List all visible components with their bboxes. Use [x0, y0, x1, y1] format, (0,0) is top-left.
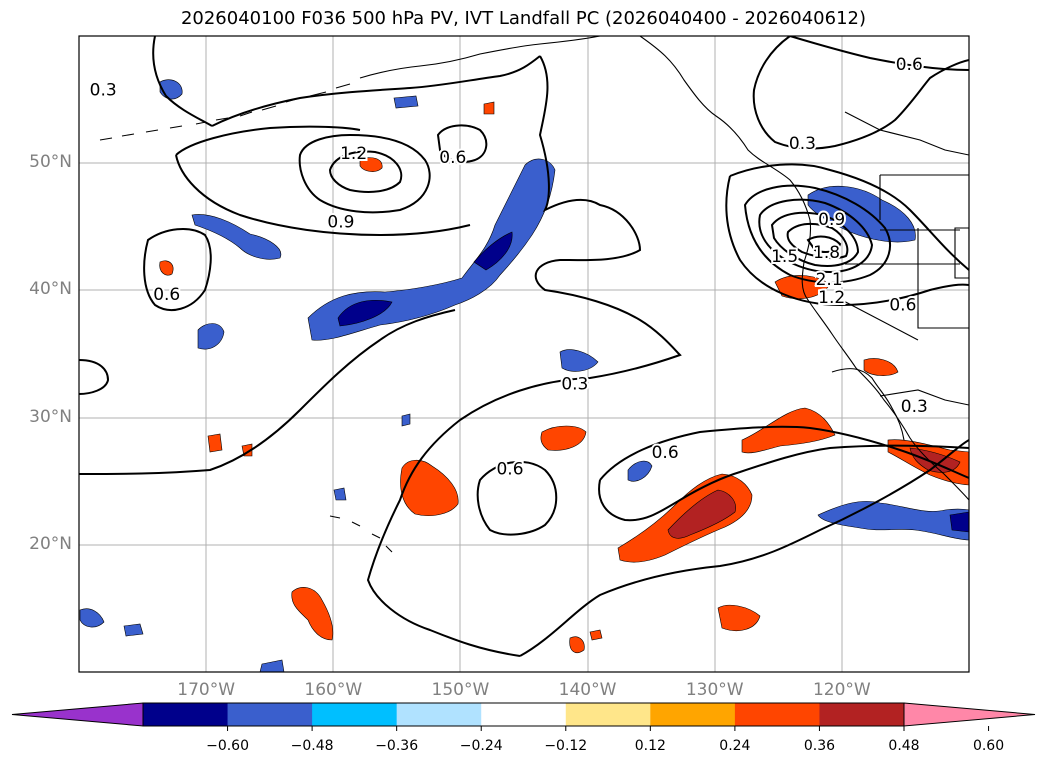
map-frame — [78, 35, 970, 673]
colorbar-tick-label: −0.12 — [544, 738, 588, 754]
colorbar-segment — [650, 703, 736, 726]
colorbar-tick-label: −0.24 — [459, 738, 503, 754]
lat-tick-label: 40°N — [29, 279, 72, 300]
gridlines — [79, 36, 969, 672]
contour-label: 0.6 — [652, 443, 679, 463]
contour-0.3 — [152, 36, 213, 127]
colorbar-tick-label: 0.24 — [719, 738, 751, 754]
lat-tick-label: 50°N — [29, 152, 72, 173]
alaska-coast — [359, 36, 601, 79]
contour-label: 0.9 — [818, 210, 845, 230]
colorbar — [11, 702, 1036, 731]
coastlines — [99, 36, 969, 553]
pv-negative-west — [191, 214, 282, 260]
aleutian-islands — [99, 83, 351, 141]
contour-label: 1.8 — [813, 243, 840, 263]
colorbar-extend-min — [11, 702, 144, 727]
colorbar-segment — [312, 703, 398, 726]
contour-0.9 — [328, 150, 403, 193]
contour-label: 2.1 — [816, 270, 843, 290]
pv-strong-negative-core — [337, 300, 393, 327]
colorbar-tick-label: 0.60 — [972, 738, 1005, 754]
contour-0.9 — [743, 184, 891, 284]
north-america-coast — [639, 36, 969, 501]
pv-filled-contours — [79, 79, 969, 672]
contour-0.6 — [436, 124, 488, 163]
lon-tick-label: 150°W — [431, 680, 490, 700]
contour-label: 1.2 — [340, 144, 367, 164]
contour-label: 0.3 — [901, 397, 928, 417]
colorbar-segment — [227, 703, 313, 726]
contour-0.3 — [752, 36, 969, 150]
colorbar-frame — [142, 702, 905, 727]
contour-0.6 — [599, 425, 969, 481]
contour-0.3 — [519, 439, 969, 657]
lat-tick-label: 30°N — [29, 406, 72, 427]
contour-0.6 — [143, 228, 212, 311]
lon-tick-label: 130°W — [685, 680, 744, 700]
hawaiian-islands — [329, 515, 393, 553]
lon-tick-label: 120°W — [812, 680, 871, 700]
contour-0.6 — [725, 175, 969, 307]
contour-1.5 — [770, 211, 860, 267]
contour-label: 0.6 — [896, 55, 923, 75]
contour-label: 0.6 — [496, 459, 523, 479]
pv-negative-coast — [807, 185, 916, 243]
colorbar-tick-label: 0.48 — [888, 738, 920, 754]
canada-interior-border — [844, 111, 969, 156]
contour-0.3 — [366, 55, 682, 657]
pv-negative-streak — [307, 158, 556, 341]
colorbar-extend-max — [903, 702, 1036, 727]
contour-label: 1.5 — [771, 247, 798, 267]
contour-0.6 — [298, 133, 431, 214]
colorbar-tick-label: −0.36 — [375, 738, 419, 754]
map-layers: 0.30.60.31.2 0.60.9 0.91.5 1.82.11.2 0.60.60… — [79, 36, 969, 672]
contour-labels: 0.30.60.31.2 0.60.9 0.91.5 1.82.11.2 0.60.60… — [88, 53, 930, 481]
map-title: 2026040100 F036 500 hPa PV, IVT Landfall… — [180, 8, 867, 29]
lat-tick-label: 20°N — [29, 533, 72, 554]
colorbar-segment — [565, 703, 651, 726]
contour-label: 0.3 — [90, 80, 117, 100]
lon-tick-label: 140°W — [558, 680, 617, 700]
colorbar-tick-label: 0.36 — [803, 738, 836, 754]
state-borders — [837, 175, 969, 341]
colorbar-segment — [481, 703, 567, 726]
contour-0.3 — [211, 55, 541, 127]
colorbar-tick-label: −0.48 — [290, 738, 334, 754]
contour-0.3 — [79, 359, 110, 395]
colorbar-segment — [819, 703, 905, 726]
contour-label: 1.2 — [818, 288, 845, 308]
contour-0.6 — [175, 125, 361, 156]
contour-1.2 — [758, 198, 874, 274]
contour-0.6 — [789, 36, 969, 71]
colorbar-segment — [734, 703, 820, 726]
lon-tick-label: 170°W — [177, 680, 236, 700]
colorbar-tick-label: 0.12 — [634, 738, 666, 754]
pv-strong-negative-core — [473, 231, 513, 271]
baja-california — [831, 368, 905, 441]
contour-0.3 — [79, 309, 456, 475]
pv-strong-positive-core — [667, 489, 736, 539]
us-mexico-border — [879, 389, 969, 406]
contour-label: 0.6 — [153, 285, 180, 305]
contour-label: 0.6 — [439, 148, 466, 168]
contour-label: 0.9 — [327, 213, 354, 233]
contour-label: 0.3 — [789, 134, 816, 154]
contour-label: 0.3 — [561, 374, 588, 394]
colorbar-segment — [396, 703, 482, 726]
lon-tick-label: 160°W — [304, 680, 363, 700]
contour-0.6 — [729, 163, 969, 271]
ivt-line-contours — [79, 36, 969, 657]
colorbar-tick-label: −0.60 — [206, 738, 249, 754]
contour-2.1 — [806, 235, 842, 253]
contour-0.6 — [598, 444, 969, 522]
contour-0.6 — [476, 460, 558, 536]
contour-1.8 — [786, 222, 849, 260]
contour-0.6 — [175, 154, 471, 237]
contour-label: 0.6 — [889, 295, 916, 315]
colorbar-segment — [143, 703, 229, 726]
